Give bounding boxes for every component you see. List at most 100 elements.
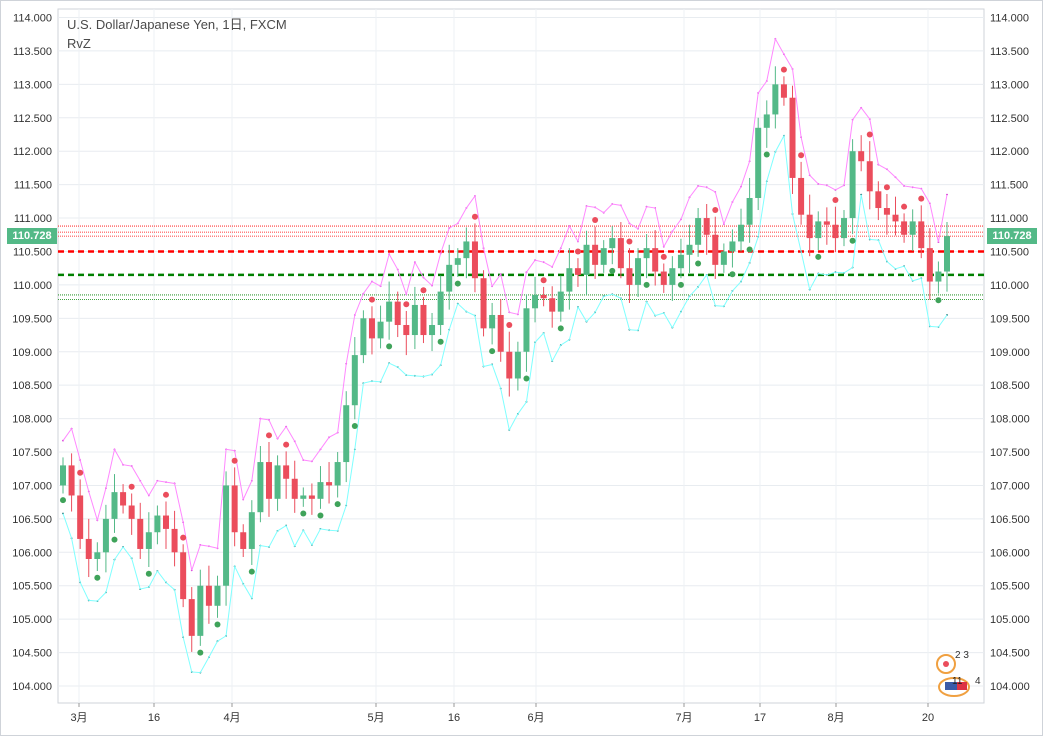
flag-icon [945, 682, 957, 690]
candle-body [789, 97, 796, 178]
candle-body [368, 318, 375, 339]
candle-body [780, 84, 787, 98]
candle-body [926, 248, 933, 282]
candle-body [875, 191, 882, 209]
candle-body [806, 214, 813, 239]
price-tick-right: 106.000 [990, 547, 1030, 559]
price-tick-right: 110.000 [990, 280, 1029, 292]
signal-dot [300, 510, 307, 517]
candle-body [763, 114, 770, 128]
candle-body [317, 482, 324, 499]
price-tick-right: 111.500 [990, 180, 1028, 192]
candle-body [265, 462, 272, 499]
candle-body [291, 478, 298, 499]
time-tick-label: 17 [754, 712, 766, 724]
candle-body [892, 214, 899, 222]
signal-dot [540, 277, 547, 284]
candle-body [437, 291, 444, 326]
candles [60, 66, 950, 652]
candle-body [918, 221, 925, 249]
time-axis: 3月 16 4月 5月 16 6月 7月 17 8月 20 [70, 703, 934, 724]
candle-body [755, 127, 762, 198]
time-tick-label: 20 [922, 712, 934, 724]
candle-body [609, 238, 616, 249]
price-tick-left: 106.500 [12, 514, 52, 526]
candle-body [652, 248, 659, 272]
candle-body [643, 248, 650, 259]
candle-body [205, 585, 212, 606]
candle-body [617, 238, 624, 269]
candle-body [171, 528, 178, 553]
candle-body [592, 244, 599, 265]
economic-events-marker[interactable]: 2 3 11 4 [934, 649, 984, 699]
event-dot-red [943, 661, 949, 667]
candle-body [188, 599, 195, 636]
candle-body [154, 515, 161, 533]
signal-dot [368, 296, 375, 303]
band-lines [62, 37, 948, 674]
signal-dot [574, 248, 581, 255]
candle-body [257, 462, 264, 513]
candle-body [660, 271, 667, 285]
candle-body [798, 177, 805, 215]
time-tick-label: 16 [448, 712, 460, 724]
price-tick-right: 114.000 [990, 13, 1029, 25]
candle-body [626, 268, 633, 285]
signal-dot [334, 501, 341, 508]
price-tick-right: 113.500 [990, 46, 1029, 58]
candle-body [351, 355, 358, 406]
time-tick-label: 3月 [70, 712, 87, 724]
price-tick-right: 107.500 [990, 447, 1030, 459]
candle-body [738, 224, 745, 242]
signal-dot [780, 66, 787, 73]
candle-body [128, 505, 135, 519]
time-tick-label: 4月 [223, 712, 240, 724]
candle-body [471, 241, 478, 279]
signal-dot [403, 301, 410, 308]
candle-body [429, 325, 436, 336]
candle-body [677, 254, 684, 269]
lower-band-line [62, 134, 948, 674]
signal-dot [746, 246, 753, 253]
price-tick-right: 110.500 [990, 246, 1029, 258]
signal-dot [420, 287, 427, 294]
price-tick-left: 105.500 [12, 581, 52, 593]
candle-body [274, 465, 281, 499]
price-tick-left: 113.000 [13, 79, 52, 91]
candle-body [849, 151, 856, 219]
indicator-name: RvZ [67, 36, 91, 51]
time-tick-label: 8月 [827, 712, 844, 724]
candle-body [772, 84, 779, 115]
price-tick-right: 105.000 [990, 614, 1030, 626]
candle-body [283, 465, 290, 479]
candle-body [360, 318, 367, 356]
candle-body [326, 482, 333, 486]
price-tick-right: 109.000 [990, 347, 1030, 359]
candle-body [120, 492, 127, 506]
candle-body [720, 251, 727, 265]
signal-dot [849, 237, 856, 244]
signal-dot [695, 260, 702, 267]
plot-border [57, 8, 985, 704]
chart-legend: U.S. Dollar/Japanese Yen, 1日, FXCM RvZ [67, 15, 287, 53]
signal-dot [162, 491, 169, 498]
price-tick-left: 108.500 [12, 380, 52, 392]
signal-dots [60, 66, 942, 656]
price-tick-right: 112.500 [990, 113, 1029, 125]
signal-dot [351, 422, 358, 429]
candle-body [377, 321, 384, 339]
price-axis-left: 114.000 113.500 113.000 112.500 112.000 111.5… [12, 13, 52, 694]
price-tick-left: 105.000 [12, 614, 52, 626]
price-tick-left: 108.000 [12, 414, 52, 426]
signal-dot [523, 375, 530, 382]
price-tick-right: 104.500 [990, 648, 1030, 660]
signal-dot [317, 512, 324, 519]
candle-body [686, 244, 693, 255]
candle-body [248, 512, 255, 549]
candle-body [94, 552, 101, 559]
signal-dot [248, 568, 255, 575]
candle-body [180, 552, 187, 600]
candle-body [557, 291, 564, 312]
candle-body [77, 495, 84, 539]
